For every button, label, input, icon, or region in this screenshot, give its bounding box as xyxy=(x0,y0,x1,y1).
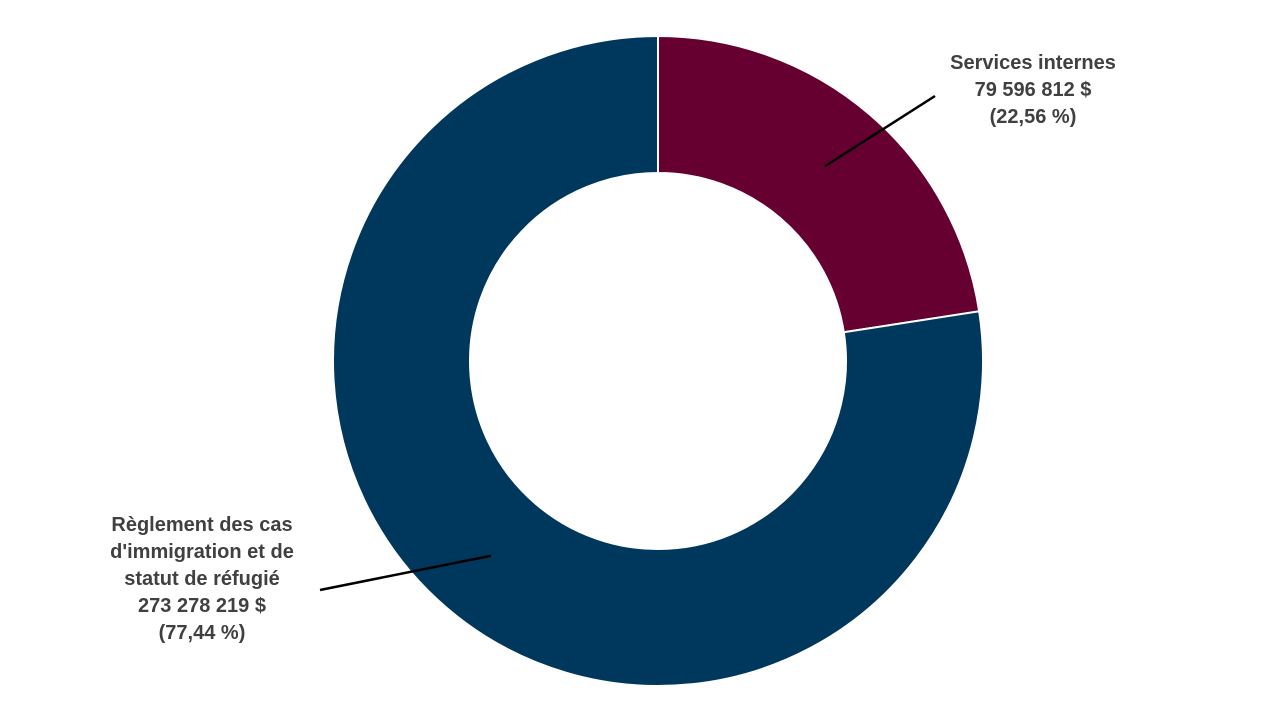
slice-label-services-internes: Services internes 79 596 812 $ (22,56 %) xyxy=(930,50,1136,131)
donut-slices xyxy=(332,34,984,687)
slice-label-name-line-3: statut de réfugié xyxy=(124,568,280,590)
donut-slice-1 xyxy=(332,34,984,687)
leader-line-0 xyxy=(824,94,936,168)
slice-percent-label: (22,56 %) xyxy=(989,106,1077,128)
slice-value-label: 79 596 812 $ xyxy=(974,79,1092,101)
slice-label-reglement: Règlement des cas d'immigration et de st… xyxy=(84,512,320,647)
leader-lines xyxy=(319,94,936,592)
slice-label-name: Services internes xyxy=(950,52,1116,74)
slice-label-name-line-1: Règlement des cas xyxy=(111,514,293,536)
donut-slice-0 xyxy=(657,34,981,334)
slice-value-label: 273 278 219 $ xyxy=(138,595,266,617)
slice-label-name-line-2: d'immigration et de xyxy=(110,541,294,563)
slice-percent-label: (77,44 %) xyxy=(158,622,246,644)
leader-line-1 xyxy=(319,554,492,592)
